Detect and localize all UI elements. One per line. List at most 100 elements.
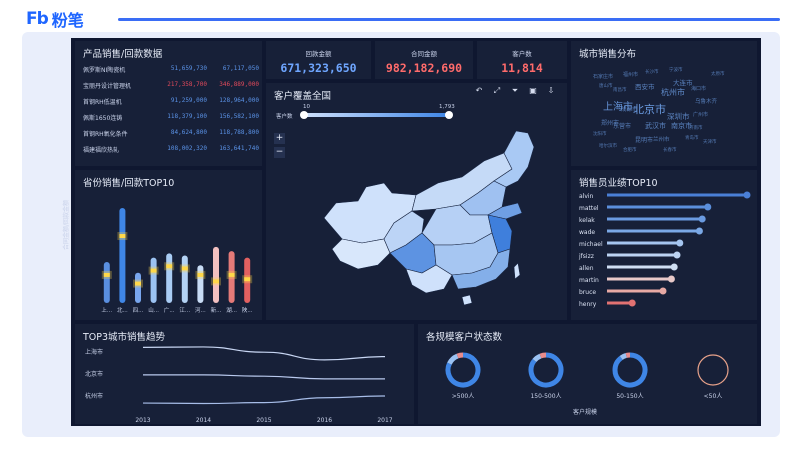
region-shandong	[487, 202, 523, 220]
city-word[interactable]: 深圳市	[667, 112, 690, 121]
city-word[interactable]: 宁波市	[669, 68, 683, 73]
city-word[interactable]: 合肥市	[623, 148, 637, 153]
rep-bar	[607, 205, 708, 209]
product-name: 佩罗斯NI陶瓷机	[83, 67, 126, 74]
region-tibet	[331, 238, 391, 270]
city-word[interactable]: 南昌市	[613, 88, 627, 93]
scale-group-label: >500人	[452, 393, 474, 400]
province-marker-glow	[148, 266, 159, 275]
china-map[interactable]	[266, 83, 567, 320]
province-marker-glow	[133, 279, 143, 288]
province-marker-glow	[226, 270, 237, 279]
city-word[interactable]: 天津市	[703, 140, 717, 145]
trend-year-label: 2015	[256, 417, 271, 424]
rep-bar-end	[670, 263, 678, 271]
slider-legend-label: 客户数	[276, 114, 293, 120]
city-word[interactable]: 兰州市	[653, 137, 670, 143]
rep-bar	[607, 253, 677, 257]
city-word[interactable]: 海口市	[691, 86, 707, 92]
province-marker-glow	[211, 277, 221, 286]
city-word[interactable]: 沈阳市	[593, 132, 607, 137]
city-word[interactable]: 成都市	[621, 107, 638, 113]
province-tick-label: 四...	[133, 307, 144, 314]
brand-name: 粉笔	[51, 11, 84, 30]
city-word[interactable]: 青岛市	[685, 136, 699, 141]
collected-amount: 108,002,320	[167, 145, 207, 152]
city-word[interactable]: 大连市	[673, 79, 693, 87]
rep-bar	[607, 289, 663, 293]
province-bar	[197, 265, 204, 303]
donut-slice	[532, 353, 542, 363]
rep-name: henry	[579, 301, 597, 308]
donut-slice	[539, 352, 547, 359]
city-word[interactable]: 唐山市	[599, 84, 613, 89]
city-word[interactable]: 长春市	[663, 148, 677, 153]
province-bar	[228, 251, 235, 303]
donut-slice	[445, 352, 481, 388]
city-word[interactable]: 北京市	[633, 103, 666, 116]
rep-bar	[607, 301, 633, 305]
region-south	[451, 248, 511, 290]
trend-line	[142, 374, 385, 380]
contract-amount: 346,889,000	[219, 81, 259, 88]
city-sales-panel: 城市销售分布 北京市 上海市 杭州市 深圳市 武汉市 南京市 西安市 大连市 郑州市 东营市 昆明市…	[571, 41, 757, 166]
province-bar	[103, 261, 110, 303]
city-word[interactable]: 哈尔滨市	[599, 144, 617, 149]
province-marker	[197, 272, 204, 277]
province-marker	[228, 272, 235, 277]
image-export-icon[interactable]: ▣	[529, 86, 537, 95]
province-tick-label: 广...	[164, 306, 175, 314]
expand-icon[interactable]: ⤢	[493, 86, 501, 95]
brand-underline	[118, 18, 780, 21]
zoom-in-button[interactable]: +	[274, 133, 285, 144]
province-tick-label: 河...	[195, 306, 206, 314]
slider-max-label: 1,793	[439, 104, 455, 110]
rep-bar-end	[698, 215, 706, 223]
city-word[interactable]: 武汉市	[645, 122, 666, 130]
trend-series-label: 杭州市	[85, 392, 103, 400]
kpi-customers-value: 11,814	[501, 61, 543, 75]
customer-range-slider[interactable]	[304, 113, 448, 117]
slider-handle-min[interactable]	[300, 111, 308, 119]
city-word[interactable]: 福州市	[623, 72, 639, 78]
city-word[interactable]: 东营市	[613, 123, 632, 130]
city-word[interactable]: 西安市	[635, 83, 655, 91]
dashboard: 产品销售/回款数据 佩罗斯NI陶瓷机 51,659,730 67,117,050 宝丽…	[63, 38, 761, 426]
city-word[interactable]: 乌鲁木齐	[695, 99, 718, 105]
city-word[interactable]: 南京市	[671, 122, 692, 130]
brand-logo: Fb 粉笔	[26, 8, 84, 30]
province-marker	[150, 268, 157, 273]
city-word[interactable]: 上海市	[603, 102, 633, 113]
rep-name: kelak	[579, 217, 595, 224]
sales-rep-title: 销售员业绩TOP10	[579, 178, 658, 189]
slider-min-label: 10	[303, 104, 310, 110]
province-marker-glow	[117, 232, 128, 241]
city-word[interactable]: 杭州市	[661, 88, 685, 97]
download-icon[interactable]: ⇩	[547, 86, 555, 95]
rep-bar	[607, 193, 747, 197]
city-word[interactable]: 昆明市	[635, 137, 654, 144]
province-tick-label: 山...	[148, 306, 159, 314]
province-bar	[119, 207, 126, 303]
city-word[interactable]: 广州市	[693, 112, 709, 118]
zoom-out-button[interactable]: −	[274, 147, 285, 158]
province-bar	[213, 246, 219, 303]
city-word[interactable]: 郑州市	[601, 120, 620, 127]
contract-amount: 67,117,050	[222, 65, 259, 72]
undo-icon[interactable]: ↶	[475, 86, 483, 95]
trend-year-label: 2016	[317, 417, 332, 424]
province-bar	[166, 253, 173, 303]
city-word[interactable]: 太原市	[711, 72, 725, 77]
city-word[interactable]: 长沙市	[645, 70, 659, 75]
product-name: 宝丽丹设计管理机	[83, 83, 132, 90]
city-word[interactable]: 济南市	[689, 126, 703, 131]
province-marker	[119, 234, 126, 239]
filter-icon[interactable]: ⏷	[511, 86, 519, 95]
slider-handle-max[interactable]	[445, 111, 453, 119]
product-name: 首钢RH低温机	[83, 99, 122, 106]
map-title: 客户覆盖全国	[274, 91, 332, 102]
region-southwest	[405, 264, 453, 294]
city-word[interactable]: 石家庄市	[593, 74, 614, 80]
donut-slice	[456, 352, 464, 359]
scale-group-label: 50-150人	[616, 393, 643, 400]
